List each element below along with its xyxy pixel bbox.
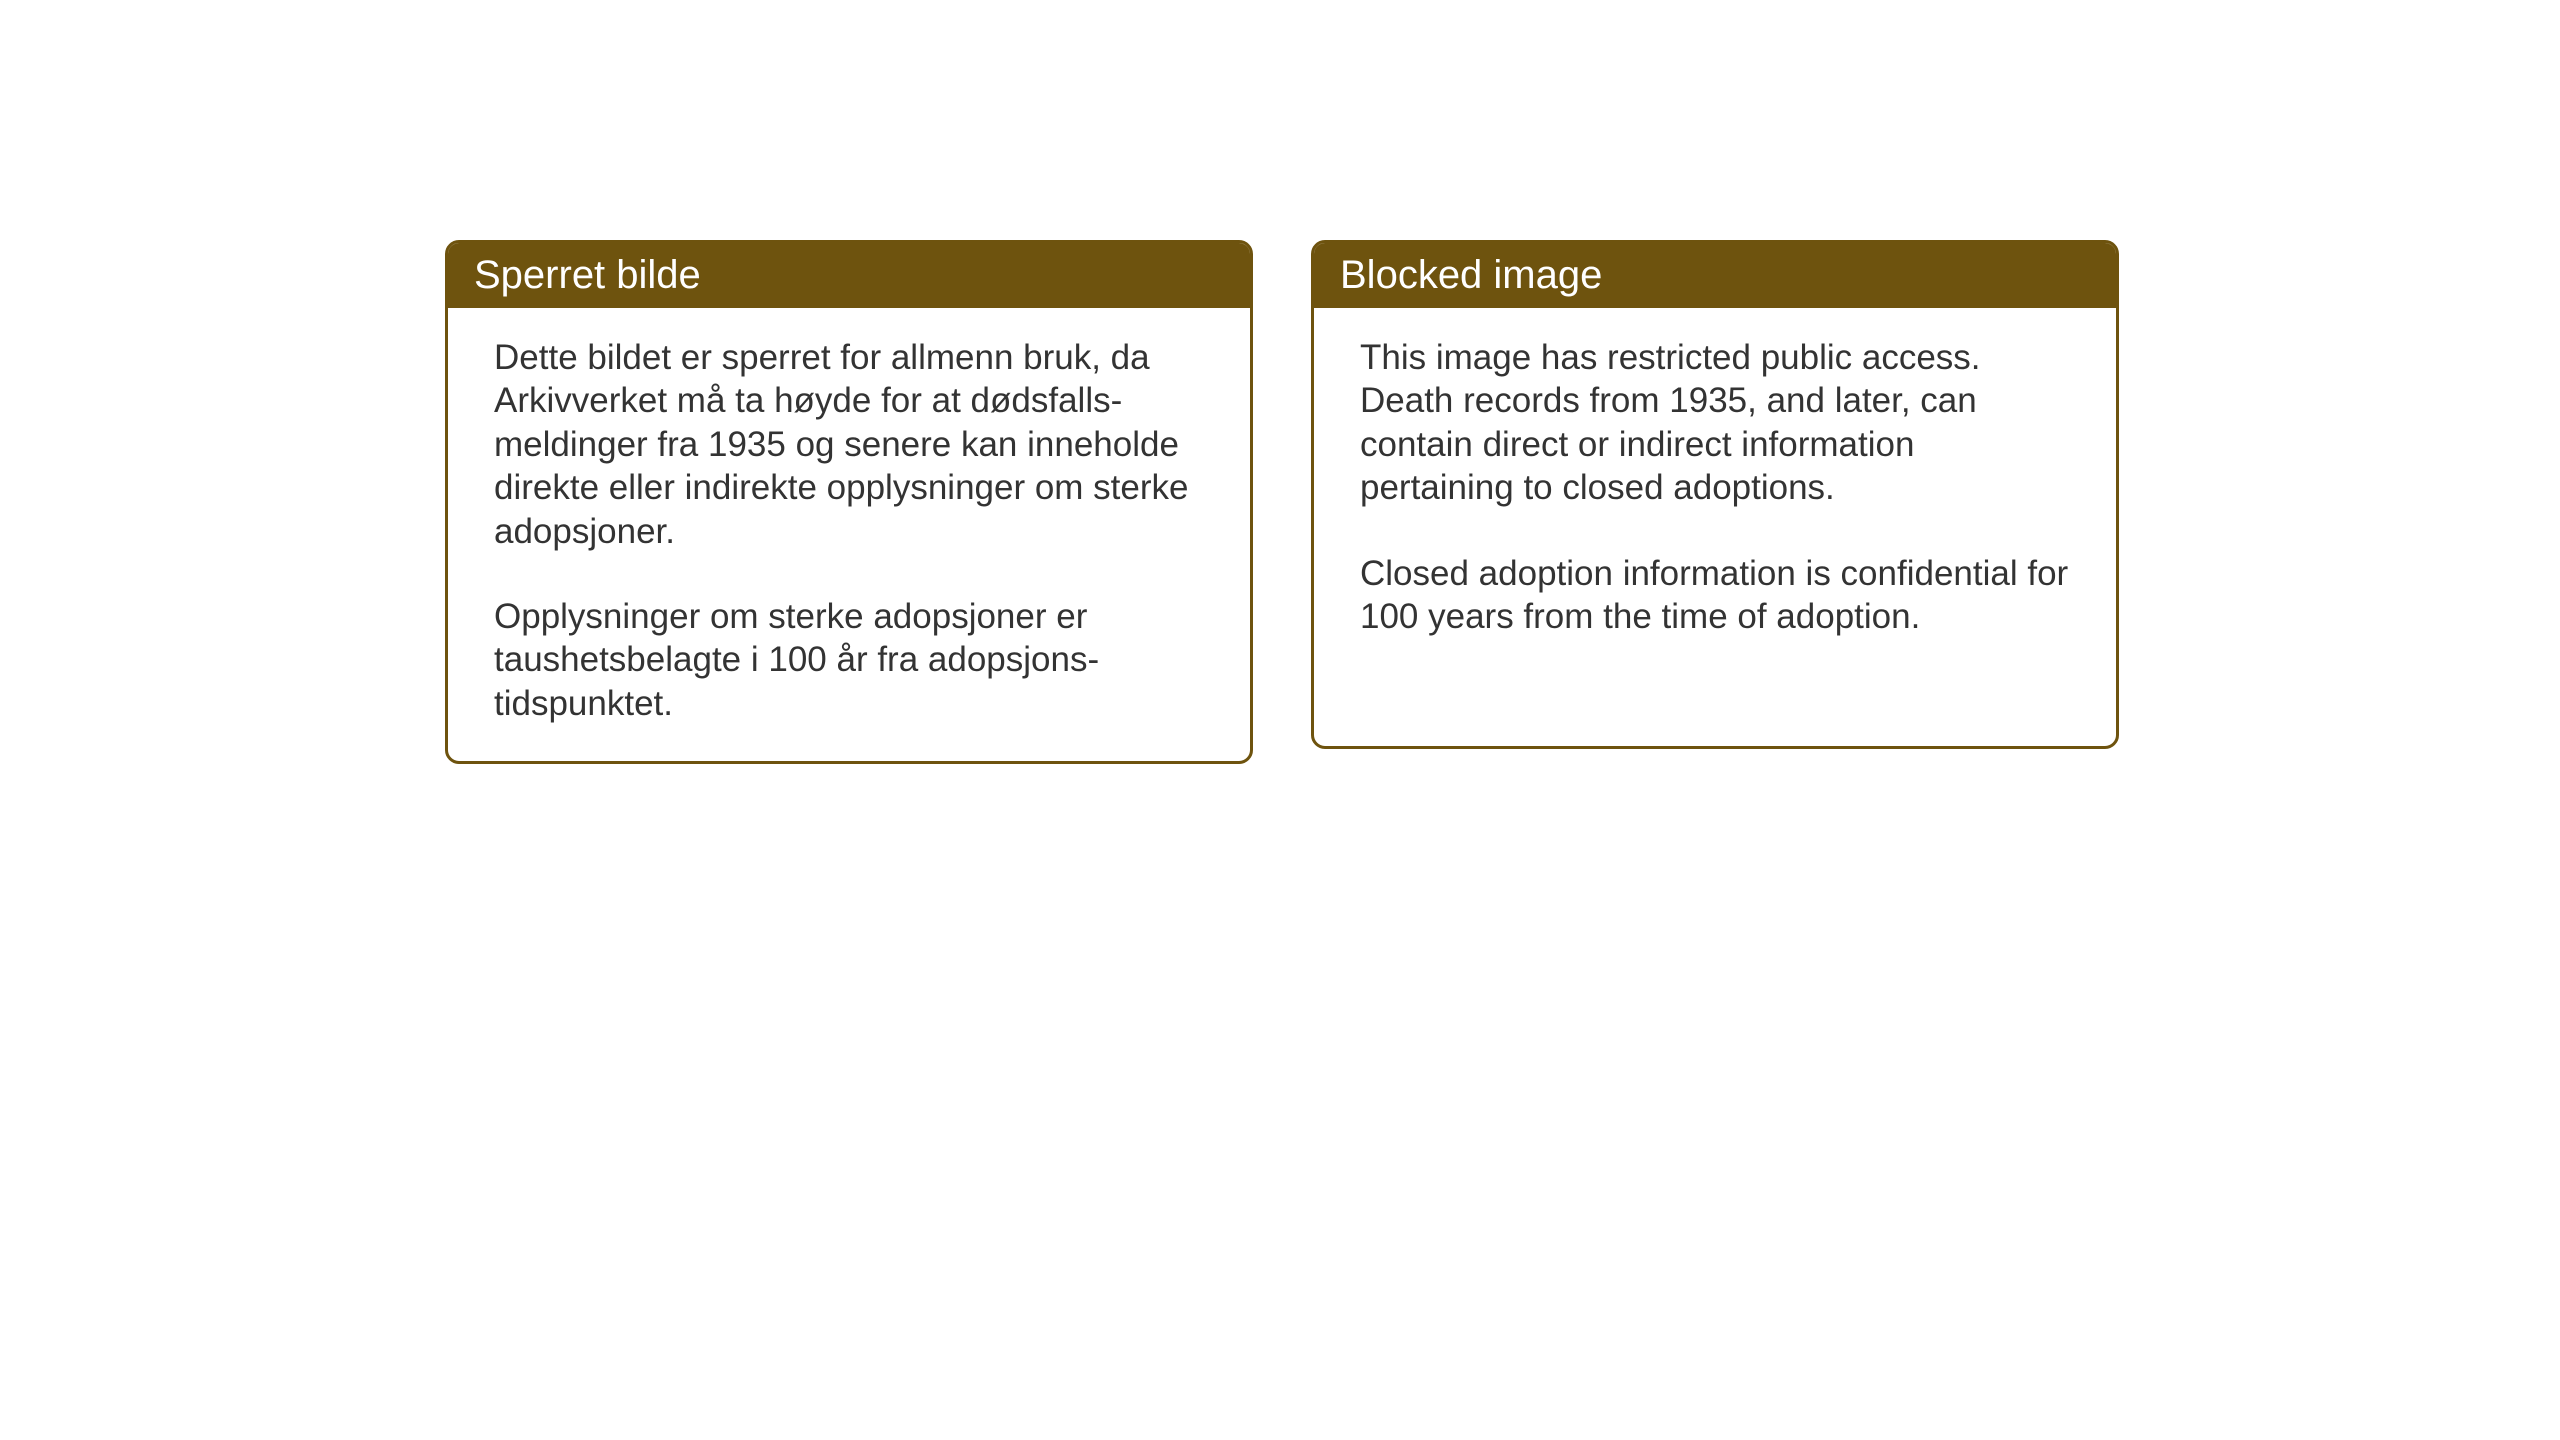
norwegian-notice-card: Sperret bilde Dette bildet er sperret fo…	[445, 240, 1253, 764]
english-card-title: Blocked image	[1314, 243, 2116, 308]
english-card-body: This image has restricted public access.…	[1314, 308, 2116, 674]
norwegian-card-body: Dette bildet er sperret for allmenn bruk…	[448, 308, 1250, 761]
english-notice-card: Blocked image This image has restricted …	[1311, 240, 2119, 749]
norwegian-paragraph-1: Dette bildet er sperret for allmenn bruk…	[494, 336, 1204, 553]
norwegian-paragraph-2: Opplysninger om sterke adopsjoner er tau…	[494, 595, 1204, 725]
notice-card-container: Sperret bilde Dette bildet er sperret fo…	[445, 240, 2119, 764]
norwegian-card-title: Sperret bilde	[448, 243, 1250, 308]
english-paragraph-2: Closed adoption information is confident…	[1360, 552, 2070, 639]
english-paragraph-1: This image has restricted public access.…	[1360, 336, 2070, 510]
